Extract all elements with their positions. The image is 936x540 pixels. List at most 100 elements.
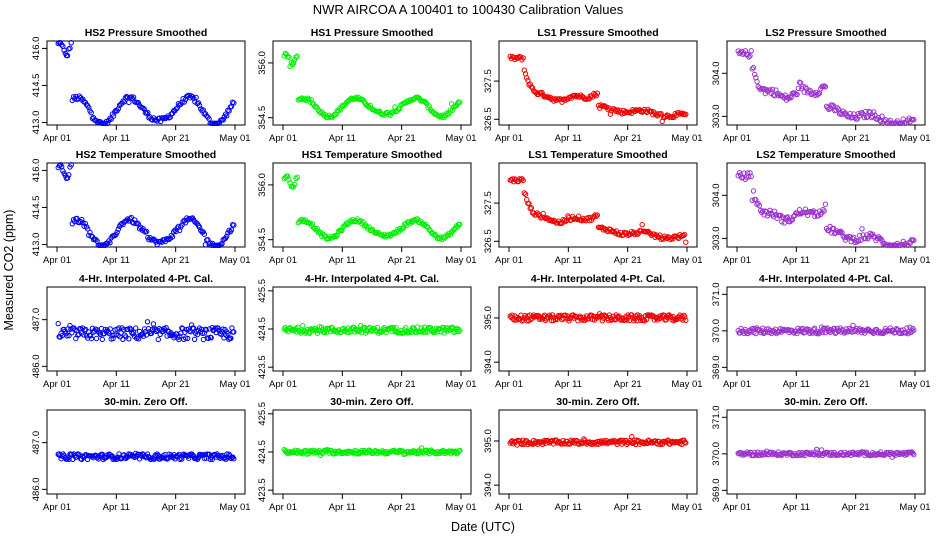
y-tick-label: 424.5 [257,317,268,341]
y-tick-label: 414.5 [31,196,42,220]
data-point [683,239,689,245]
x-tick-label: May 01 [219,379,250,390]
data-series [55,162,237,249]
data-point [843,234,850,240]
data-point [859,226,865,232]
chart-panel: HS1 Pressure Smoothed Apr 01 Apr 11 Apr 21 M… [257,27,477,144]
data-point [772,208,778,215]
y-tick-label: 425.5 [257,279,268,303]
data-point [88,110,94,116]
panel-title: LS1 Temperature Smoothed [528,149,667,161]
data-point [145,109,151,116]
data-point [583,316,589,322]
data-point [855,238,862,244]
data-point [293,54,299,60]
x-tick-label: May 01 [671,255,702,266]
y-tick-label: 303.0 [711,104,722,128]
x-tick-label: Apr 11 [555,255,582,266]
x-tick-label: Apr 11 [555,379,582,390]
chart-panel: LS2 Temperature Smoothed Apr 01 Apr 11 Apr … [711,149,931,266]
data-point [633,230,639,236]
plot-frame [726,162,926,248]
data-point [586,217,592,224]
data-point [680,232,687,239]
plot-frame [46,409,246,495]
x-tick-label: Apr 21 [162,255,190,266]
data-point [821,208,827,214]
x-tick-label: Apr 01 [495,379,523,390]
x-tick-label: Apr 01 [495,502,523,513]
panel-title: 4-Hr. Interpolated 4-Pt. Cal. [759,273,893,285]
data-point [128,94,135,100]
data-series [281,323,463,336]
data-point [593,93,599,99]
data-point [683,317,689,324]
data-point [753,330,759,337]
plot-frame [498,409,698,495]
panel-title: 30-min. Zero Off. [104,396,188,408]
data-point [457,99,463,106]
data-point [164,333,170,339]
data-point [457,328,463,334]
data-point [599,318,606,324]
data-point [61,47,67,54]
y-tick-label: 356.0 [257,51,268,75]
data-point [199,330,206,336]
x-tick-label: Apr 01 [723,133,751,144]
data-point [196,102,203,109]
x-tick-label: Apr 21 [162,133,190,144]
data-series [735,48,917,127]
data-point [539,89,545,96]
x-tick-label: Apr 11 [103,379,130,390]
data-point [835,106,842,112]
data-point [361,223,367,229]
data-point [144,319,151,325]
x-tick-label: Apr 01 [269,133,297,144]
y-tick-label: 416.0 [31,37,42,61]
data-point [150,321,157,327]
plot-frame [272,40,472,126]
x-tick-label: Apr 01 [43,255,71,266]
x-tick-label: May 01 [899,502,930,513]
data-point [141,228,147,234]
data-point [682,314,688,320]
data-point [224,113,230,119]
data-point [754,452,760,458]
data-point [128,326,134,332]
data-point [118,330,124,336]
data-point [676,110,682,116]
data-point [816,329,823,336]
data-point [529,85,536,91]
y-tick-label: 354.5 [257,228,268,252]
data-point [133,325,139,331]
data-point [741,170,747,176]
panel-title: HS1 Pressure Smoothed [311,27,434,39]
data-point [185,335,191,342]
y-tick-label: 304.0 [711,61,722,85]
data-point [669,114,675,121]
x-tick-label: Apr 21 [162,502,190,513]
x-tick-label: Apr 11 [329,133,356,144]
panel-title: LS1 Pressure Smoothed [537,27,658,39]
data-point [407,97,413,103]
data-point [333,233,339,240]
data-point [573,94,579,100]
data-point [64,333,70,339]
y-tick-label: 369.0 [711,478,722,502]
data-point [834,105,840,111]
data-point [593,213,599,219]
data-point [335,228,342,235]
data-point [140,105,146,111]
data-point [64,456,70,462]
x-tick-label: Apr 01 [495,255,523,266]
data-point [160,115,166,122]
data-point [767,87,773,93]
data-point [295,324,301,330]
data-point [167,332,173,338]
x-tick-label: Apr 11 [783,255,810,266]
data-series [55,40,237,127]
data-point [114,229,120,236]
data-point [201,231,208,237]
data-point [134,220,140,226]
data-point [154,451,161,457]
